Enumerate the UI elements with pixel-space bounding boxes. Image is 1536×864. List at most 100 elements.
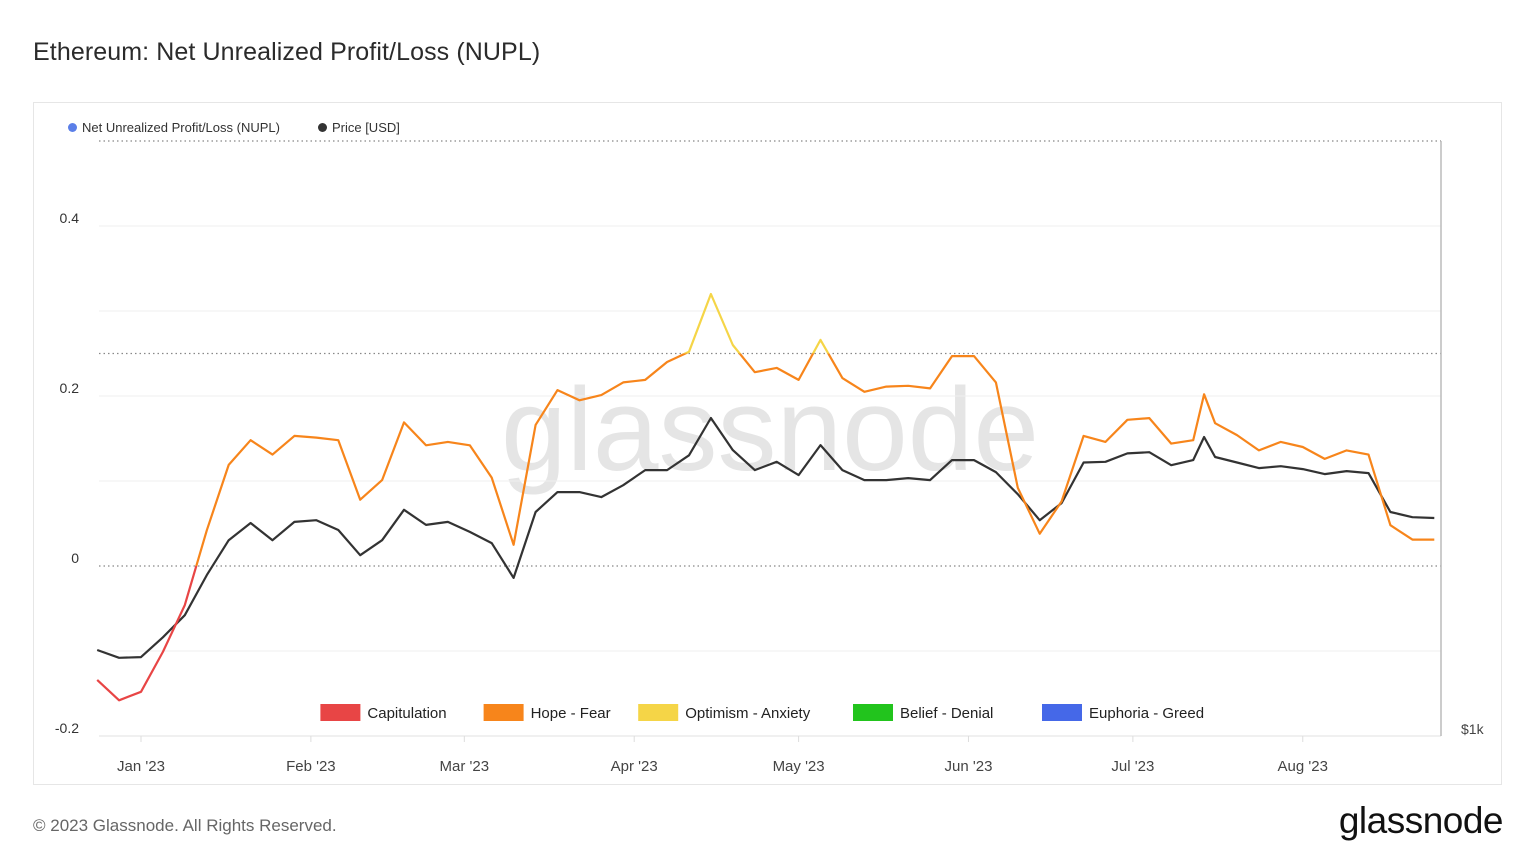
nupl-point: [1233, 431, 1241, 439]
nupl-point: [948, 352, 956, 360]
nupl-point: [970, 352, 978, 360]
price-point: [1343, 467, 1351, 475]
price-point: [1430, 514, 1438, 522]
price-point: [269, 536, 277, 544]
x-tick-label: Jan '23: [117, 758, 165, 775]
legend-item-price[interactable]: Price [USD]: [317, 120, 400, 135]
nupl-point: [1211, 419, 1219, 427]
nupl-point: [137, 688, 145, 696]
price-point: [882, 476, 890, 484]
nupl-point: [334, 436, 342, 444]
price-point: [1080, 459, 1088, 467]
nupl-point: [510, 541, 518, 549]
nupl-point: [1255, 446, 1263, 454]
nupl-point: [466, 441, 474, 449]
zone-legend-item[interactable]: Belief - Denial: [853, 704, 993, 722]
zone-legend-label: Belief - Denial: [900, 705, 993, 722]
price-point: [488, 539, 496, 547]
y-tick-label: 0: [71, 550, 79, 566]
nupl-point: [444, 438, 452, 446]
price-point: [422, 521, 430, 529]
price-point: [1014, 490, 1022, 498]
nupl-point: [1123, 416, 1131, 424]
price-point: [1255, 464, 1263, 472]
nupl-point: [1080, 432, 1088, 440]
nupl-point: [269, 451, 277, 459]
price-point: [312, 516, 320, 524]
nupl-point: [356, 496, 364, 504]
price-point: [553, 488, 561, 496]
series-legend: Net Unrealized Profit/Loss (NUPL) Price …: [68, 120, 400, 135]
price-point: [1101, 458, 1109, 466]
nupl-point: [422, 441, 430, 449]
nupl-line-hope-fear: [195, 353, 1435, 566]
nupl-point: [1386, 521, 1394, 529]
nupl-point: [312, 434, 320, 442]
price-point: [1299, 465, 1307, 473]
zone-legend-item[interactable]: Optimism - Anxiety: [638, 704, 811, 722]
nupl-point: [992, 378, 1000, 386]
nupl-point: [532, 421, 540, 429]
nupl-point: [488, 474, 496, 482]
price-point: [1036, 516, 1044, 524]
price-point: [948, 456, 956, 464]
zone-swatch: [853, 704, 893, 721]
copyright: © 2023 Glassnode. All Rights Reserved.: [33, 816, 337, 835]
nupl-point: [115, 696, 123, 704]
price-point: [1189, 456, 1197, 464]
nupl-point: [1365, 451, 1373, 459]
zone-legend-item[interactable]: Capitulation: [320, 704, 447, 722]
price-point: [1123, 449, 1131, 457]
price-point: [992, 468, 1000, 476]
nupl-point: [575, 396, 583, 404]
price-point: [641, 466, 649, 474]
nupl-point: [597, 391, 605, 399]
price-point: [817, 441, 825, 449]
price-point: [1408, 513, 1416, 521]
nupl-line-euphoria-greed: [97, 294, 1434, 700]
price-point: [1058, 499, 1066, 507]
nupl-point: [904, 382, 912, 390]
nupl-point: [838, 374, 846, 382]
price-point: [1167, 461, 1175, 469]
zone-legend-label: Hope - Fear: [531, 705, 611, 722]
price-point: [466, 528, 474, 536]
price-point: [795, 471, 803, 479]
nupl-point: [729, 341, 737, 349]
zone-legend-item[interactable]: Hope - Fear: [483, 704, 611, 722]
nupl-point: [1200, 390, 1208, 398]
nupl-point: [1321, 455, 1329, 463]
watermark: glassnode: [501, 364, 1039, 496]
price-point: [334, 526, 342, 534]
price-point: [1200, 433, 1208, 441]
price-point: [1211, 453, 1219, 461]
y-tick-label: -0.2: [55, 720, 79, 736]
nupl-point: [225, 461, 233, 469]
nupl-point: [203, 526, 211, 534]
nupl-line-optimism-anxiety: [682, 292, 830, 354]
nupl-point: [707, 290, 715, 298]
chart-title: Ethereum: Net Unrealized Profit/Loss (NU…: [33, 38, 541, 66]
zone-legend-item[interactable]: Euphoria - Greed: [1042, 704, 1204, 722]
nupl-point: [751, 368, 759, 376]
price-point: [400, 506, 408, 514]
price-point: [115, 654, 123, 662]
nupl-point: [1430, 536, 1438, 544]
nupl-point: [663, 358, 671, 366]
price-point: [510, 574, 518, 582]
nupl-point: [1145, 414, 1153, 422]
legend-item-nupl[interactable]: Net Unrealized Profit/Loss (NUPL): [68, 120, 280, 135]
price-point: [181, 611, 189, 619]
price-line: [96, 416, 1435, 659]
nupl-point: [795, 376, 803, 384]
nupl-point: [860, 388, 868, 396]
nupl-point: [1408, 536, 1416, 544]
price-point: [970, 456, 978, 464]
legend-label: Net Unrealized Profit/Loss (NUPL): [82, 120, 280, 135]
price-point: [685, 451, 693, 459]
x-tick-label: Mar '23: [440, 758, 490, 775]
nupl-point: [926, 384, 934, 392]
price-point: [159, 633, 167, 641]
zone-legend-label: Optimism - Anxiety: [685, 705, 811, 722]
